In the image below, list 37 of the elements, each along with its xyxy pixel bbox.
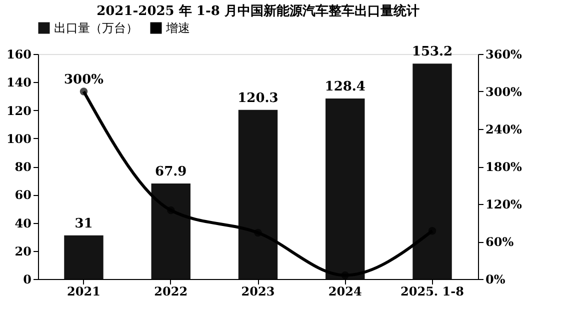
y-tick-label: 140: [6, 76, 32, 90]
y2-tick-label: 120%: [486, 198, 523, 212]
data-label: 128.4: [324, 79, 366, 94]
x-tick-label: 2025. 1-8: [400, 284, 464, 298]
y-tick-label: 20: [14, 244, 32, 258]
data-label: 31: [74, 216, 93, 232]
y-tick-label: 60: [14, 188, 32, 202]
y-tick-label: 40: [14, 216, 32, 230]
x-tick-label: 2023: [241, 284, 275, 298]
legend-label: 增速: [165, 21, 190, 35]
y-tick-label: 120: [6, 104, 32, 118]
data-label: 153.2: [412, 44, 453, 60]
point: [341, 271, 349, 280]
y2-tick-label: 0%: [486, 272, 506, 286]
data-label: 67.9: [155, 164, 187, 180]
y2-tick-label: 300%: [486, 85, 523, 99]
chart-title: 2021-2025 年 1-8 月中国新能源汽车整车出口量统计: [96, 3, 420, 19]
legend-label: 出口量（万台）: [54, 21, 138, 35]
y2-tick-label: 180%: [486, 160, 523, 174]
x-tick-label: 2024: [328, 284, 362, 298]
bar: [151, 184, 190, 279]
y2-tick-label: 360%: [486, 48, 523, 62]
bar: [238, 110, 278, 279]
y-tick-label: 160: [6, 48, 32, 62]
y-tick-label: 100: [6, 132, 32, 146]
bar: [64, 235, 104, 279]
x-tick-label: 2021: [67, 284, 100, 298]
point: [80, 88, 88, 96]
data-label: 300%: [64, 72, 104, 88]
y2-tick-label: 60%: [486, 235, 514, 249]
y-tick-label: 0: [23, 272, 32, 286]
bar: [326, 98, 365, 279]
bar: [412, 64, 452, 279]
y-tick-label: 80: [14, 160, 32, 174]
x-tick-label: 2022: [154, 284, 188, 298]
y2-tick-label: 240%: [486, 122, 523, 136]
data-label: 120.3: [238, 90, 278, 106]
